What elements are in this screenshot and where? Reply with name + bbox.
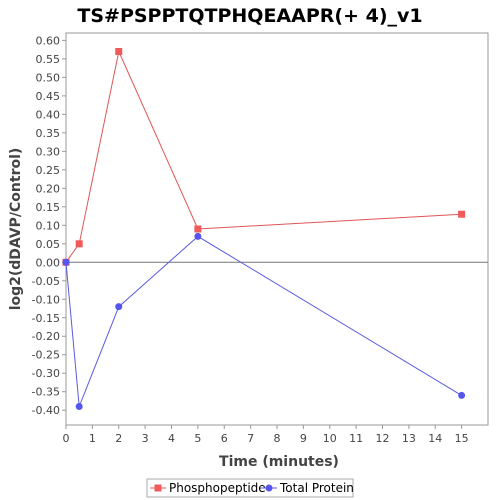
y-tick-label: -0.30 — [32, 367, 60, 380]
legend-marker — [154, 484, 162, 492]
x-tick-label: 8 — [274, 432, 281, 445]
y-tick-label: 0.35 — [36, 127, 61, 140]
data-point — [458, 391, 466, 399]
data-point — [458, 210, 466, 218]
y-axis-label: log2(dDAVP/Control) — [8, 148, 24, 311]
data-point — [115, 47, 123, 55]
plot-frame — [65, 32, 489, 426]
data-point — [75, 240, 83, 248]
data-point — [62, 258, 70, 266]
x-tick-label: 11 — [349, 432, 363, 445]
y-tick-label: 0.30 — [36, 145, 61, 158]
y-tick-label: -0.10 — [32, 293, 60, 306]
x-tick-label: 3 — [142, 432, 149, 445]
y-tick-label: -0.25 — [32, 349, 60, 362]
y-tick-label: -0.40 — [32, 404, 60, 417]
x-axis-label: Time (minutes) — [219, 454, 339, 470]
y-tick-label: -0.15 — [32, 312, 60, 325]
x-tick-label: 9 — [300, 432, 307, 445]
y-tick-label: 0.20 — [36, 182, 61, 195]
data-point — [194, 232, 202, 240]
x-tick-label: 4 — [168, 432, 175, 445]
y-tick-label: 0.10 — [36, 219, 61, 232]
x-tick-label: 12 — [376, 432, 390, 445]
plot-area: -0.40 -0.35 -0.30 -0.25 -0.20 -0.15 -0.10 -0.05… — [32, 32, 489, 445]
data-point — [75, 403, 83, 411]
legend-marker — [265, 484, 273, 492]
y-tick-label: 0.05 — [36, 238, 61, 251]
legend-label: Total Protein — [279, 481, 354, 495]
y-tick-label: 0.15 — [36, 201, 61, 214]
legend-label: Phosphopeptide — [169, 481, 266, 495]
x-tick-label: 1 — [89, 432, 96, 445]
x-tick-label: 13 — [402, 432, 416, 445]
y-tick-label: -0.20 — [32, 330, 60, 343]
x-tick-label: 2 — [115, 432, 122, 445]
y-tick-label: 0.25 — [36, 164, 61, 177]
y-tick-label: 0.55 — [36, 53, 61, 66]
legend-entry: Total Protein — [261, 481, 354, 495]
legend-entry: Phosphopeptide — [150, 481, 266, 495]
x-tick-label: 6 — [221, 432, 228, 445]
y-tick-label: -0.35 — [32, 386, 60, 399]
y-tick-label: 0.60 — [36, 34, 61, 47]
x-tick-label: 10 — [323, 432, 337, 445]
y-tick-label: 0.45 — [36, 90, 61, 103]
y-tick-label: -0.05 — [32, 275, 60, 288]
y-tick-label: 0.50 — [36, 71, 61, 84]
series-total-protein — [62, 232, 466, 411]
x-tick-label: 14 — [428, 432, 442, 445]
data-point — [115, 303, 123, 311]
x-tick-label: 5 — [194, 432, 201, 445]
chart-title: TS#PSPPTQTPHQEAAPR(+ 4)_v1 — [77, 5, 422, 27]
x-tick-label: 0 — [63, 432, 70, 445]
data-point — [194, 225, 202, 233]
y-tick-label: 0.00 — [36, 256, 61, 269]
y-tick-label: 0.40 — [36, 108, 61, 121]
legend-box — [146, 478, 354, 498]
legend: Phosphopeptide Total Protein — [146, 478, 354, 498]
x-tick-label: 7 — [247, 432, 254, 445]
x-tick-label: 15 — [455, 432, 469, 445]
